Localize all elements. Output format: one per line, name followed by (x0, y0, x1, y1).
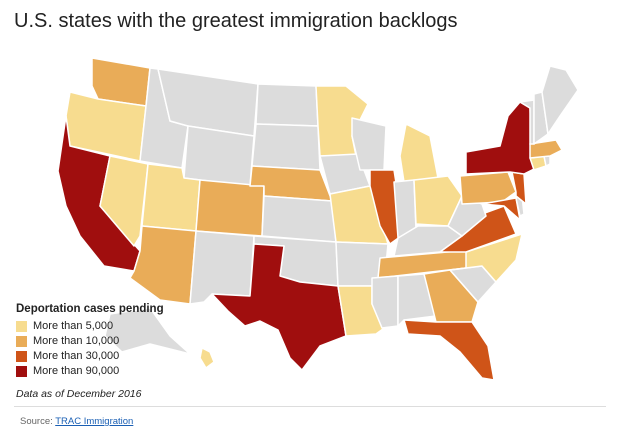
state-ms[interactable] (371, 275, 399, 329)
source-line: Source: TRAC Immigration (20, 416, 133, 427)
legend-label: More than 10,000 (33, 335, 120, 347)
state-mi[interactable] (399, 123, 439, 183)
state-me[interactable] (541, 65, 579, 135)
legend-swatch (16, 365, 27, 377)
state-nv[interactable] (99, 155, 149, 247)
legend-item: More than 10,000 (16, 334, 164, 348)
state-nm[interactable] (189, 230, 255, 305)
page-title: U.S. states with the greatest immigratio… (14, 10, 458, 32)
state-nc[interactable] (449, 233, 523, 283)
state-hi[interactable] (199, 347, 215, 369)
legend-item: More than 30,000 (16, 349, 164, 363)
state-ak[interactable] (104, 307, 191, 355)
state-az[interactable] (129, 225, 197, 305)
us-map (0, 46, 620, 386)
state-vt[interactable] (519, 99, 535, 145)
data-date-note: Data as of December 2016 (16, 388, 142, 400)
legend-swatch (16, 335, 27, 347)
state-sd[interactable] (251, 123, 321, 171)
legend-label: More than 5,000 (33, 320, 114, 332)
legend-swatch (16, 350, 27, 362)
state-md[interactable] (481, 197, 521, 221)
source-prefix: Source: (20, 416, 56, 427)
state-wy[interactable] (183, 125, 255, 187)
legend-label: More than 90,000 (33, 365, 120, 377)
legend-label: More than 30,000 (33, 350, 120, 362)
state-ma[interactable] (529, 139, 563, 159)
state-ny[interactable] (465, 101, 541, 175)
legend-item: More than 90,000 (16, 364, 164, 378)
state-co[interactable] (195, 179, 265, 237)
legend-swatch (16, 320, 27, 332)
state-nd[interactable] (255, 83, 319, 127)
state-ga[interactable] (423, 269, 479, 323)
state-wv[interactable] (447, 195, 487, 237)
state-tx[interactable] (211, 243, 347, 371)
legend-item: More than 5,000 (16, 319, 164, 333)
source-link[interactable]: TRAC Immigration (55, 416, 134, 427)
state-ks[interactable] (261, 195, 337, 243)
legend-title: Deportation cases pending (16, 303, 164, 315)
legend: Deportation cases pending More than 5,00… (16, 303, 164, 379)
divider (14, 406, 606, 407)
state-fl[interactable] (403, 319, 495, 381)
